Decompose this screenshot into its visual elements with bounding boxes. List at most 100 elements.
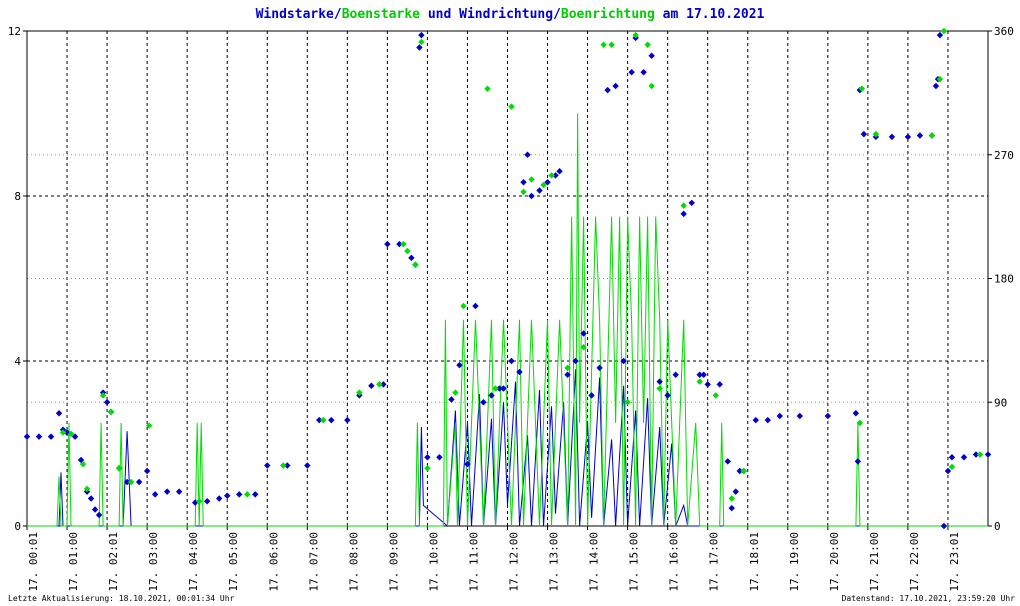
point-windrichtung — [564, 371, 571, 378]
point-boenrichtung — [452, 389, 459, 396]
point-boenrichtung — [404, 247, 411, 255]
point-windrichtung — [972, 451, 980, 458]
point-windrichtung — [796, 412, 804, 420]
point-boenrichtung — [948, 463, 956, 471]
point-boenrichtung — [59, 429, 67, 436]
point-windrichtung — [572, 357, 579, 365]
point-windrichtung — [932, 82, 940, 90]
point-boenrichtung — [976, 451, 984, 458]
title-slash-2: / — [553, 7, 561, 22]
point-windrichtung — [656, 378, 663, 385]
point-windrichtung — [284, 462, 291, 469]
point-windrichtung — [524, 151, 531, 158]
point-windrichtung — [163, 488, 171, 495]
point-windrichtung — [948, 454, 956, 461]
x-tick-label: 17. 21:00 — [868, 532, 881, 592]
point-windrichtung — [904, 133, 912, 141]
point-windrichtung — [448, 396, 455, 403]
point-windrichtung — [496, 385, 503, 392]
point-windrichtung — [776, 412, 783, 420]
point-windrichtung — [328, 416, 335, 424]
point-boenrichtung — [115, 465, 123, 472]
title-slash-1: / — [334, 7, 342, 22]
point-boenrichtung — [508, 103, 515, 110]
point-windrichtung — [508, 357, 515, 365]
point-boenrichtung — [936, 75, 944, 83]
point-windrichtung — [456, 361, 463, 369]
point-windrichtung — [203, 498, 211, 505]
point-windrichtung — [47, 433, 55, 440]
point-windrichtung — [488, 392, 495, 399]
title-und: und — [420, 7, 459, 22]
point-windrichtung — [151, 491, 159, 498]
point-windrichtung — [368, 382, 375, 389]
point-windrichtung — [764, 416, 771, 424]
footer-data-state: Datenstand: 17.10.2021, 23:59:20 Uhr — [842, 594, 1016, 603]
x-tick-label: 17. 03:00 — [147, 532, 160, 592]
point-windrichtung — [596, 364, 603, 372]
point-boenrichtung — [928, 132, 936, 139]
point-boenrichtung — [107, 408, 115, 416]
point-boenrichtung — [600, 41, 607, 48]
point-windrichtung — [752, 416, 759, 424]
point-boenrichtung — [680, 202, 687, 209]
point-boenrichtung — [418, 38, 425, 46]
point-windrichtung — [344, 416, 351, 424]
point-windrichtung — [418, 31, 425, 39]
point-windrichtung — [143, 467, 151, 475]
point-windrichtung — [91, 506, 99, 513]
point-boenrichtung — [67, 430, 75, 438]
point-windrichtung — [55, 410, 63, 417]
point-boenrichtung — [858, 85, 866, 92]
point-windrichtung — [680, 210, 687, 218]
point-windrichtung — [736, 467, 743, 475]
point-windrichtung — [960, 454, 968, 461]
point-windrichtung — [464, 460, 471, 468]
point-boenrichtung — [728, 495, 735, 502]
point-boenrichtung — [492, 385, 499, 392]
point-windrichtung — [724, 458, 731, 465]
x-tick-label: 17. 09:00 — [387, 532, 400, 592]
x-tick-label: 17. 02:01 — [107, 532, 120, 592]
point-windrichtung — [944, 467, 952, 475]
point-boenrichtung — [696, 378, 703, 385]
point-boenrichtung — [244, 491, 251, 498]
series-lines — [27, 113, 988, 528]
point-boenrichtung — [99, 392, 107, 399]
point-windrichtung — [672, 371, 679, 378]
point-boenrichtung — [195, 498, 203, 505]
x-tick-label: 17. 07:00 — [307, 532, 320, 592]
point-windrichtung — [472, 302, 479, 310]
point-windrichtung — [408, 254, 415, 262]
point-boenrichtung — [127, 478, 135, 486]
point-windrichtung — [396, 240, 403, 248]
y-right-tick-label: 180 — [994, 273, 1014, 286]
point-windrichtung — [936, 31, 944, 39]
point-windrichtung — [580, 330, 587, 337]
point-windrichtung — [35, 433, 43, 440]
point-windrichtung — [640, 69, 647, 76]
point-boenrichtung — [460, 302, 467, 310]
point-windrichtung — [71, 433, 79, 440]
x-tick-label: 17. 16:00 — [668, 532, 681, 592]
x-tick-label: 17. 11:00 — [467, 532, 480, 592]
point-windrichtung — [424, 454, 431, 461]
point-boenrichtung — [376, 381, 383, 388]
point-boenrichtung — [564, 364, 571, 372]
axes — [23, 30, 992, 530]
point-windrichtung — [416, 44, 423, 51]
series-points — [23, 27, 992, 530]
point-windrichtung — [612, 82, 619, 90]
point-windrichtung — [175, 488, 183, 495]
point-windrichtung — [380, 381, 387, 388]
series-line-windstarke — [27, 369, 988, 528]
point-windrichtung — [648, 52, 655, 59]
point-windrichtung — [556, 168, 563, 175]
point-windrichtung — [984, 451, 992, 458]
y-left-tick-label: 4 — [14, 355, 21, 368]
point-windrichtung — [216, 495, 223, 502]
point-boenrichtung — [145, 422, 153, 429]
point-windrichtung — [252, 491, 259, 498]
point-windrichtung — [604, 86, 611, 94]
point-windrichtung — [852, 410, 860, 417]
